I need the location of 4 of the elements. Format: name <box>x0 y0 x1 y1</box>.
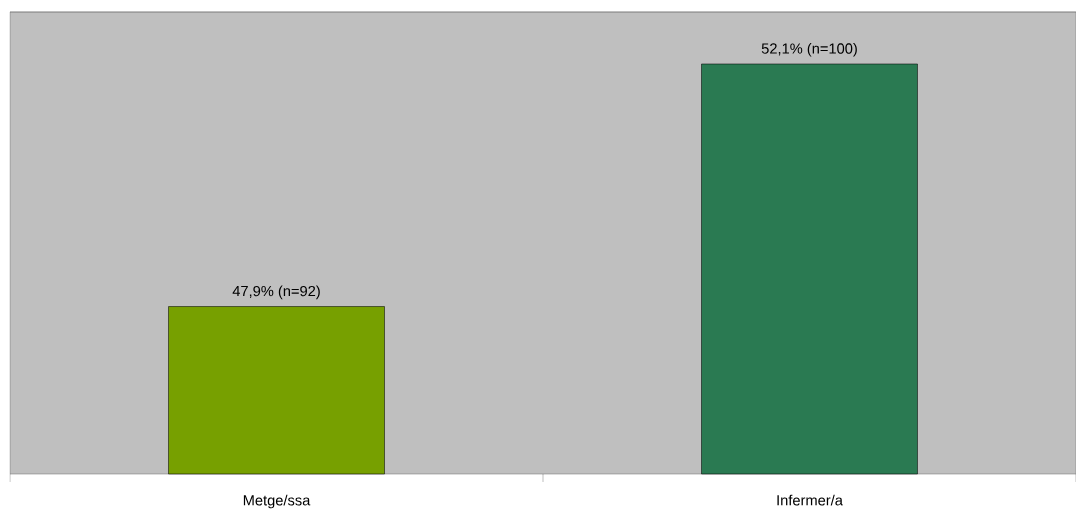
data-label: 52,1% (n=100) <box>761 42 857 57</box>
x-tick-label: Metge/ssa <box>243 494 311 509</box>
x-tick-label: Infermer/a <box>777 494 843 506</box>
data-label: 47,9% (n=92) <box>232 285 320 300</box>
